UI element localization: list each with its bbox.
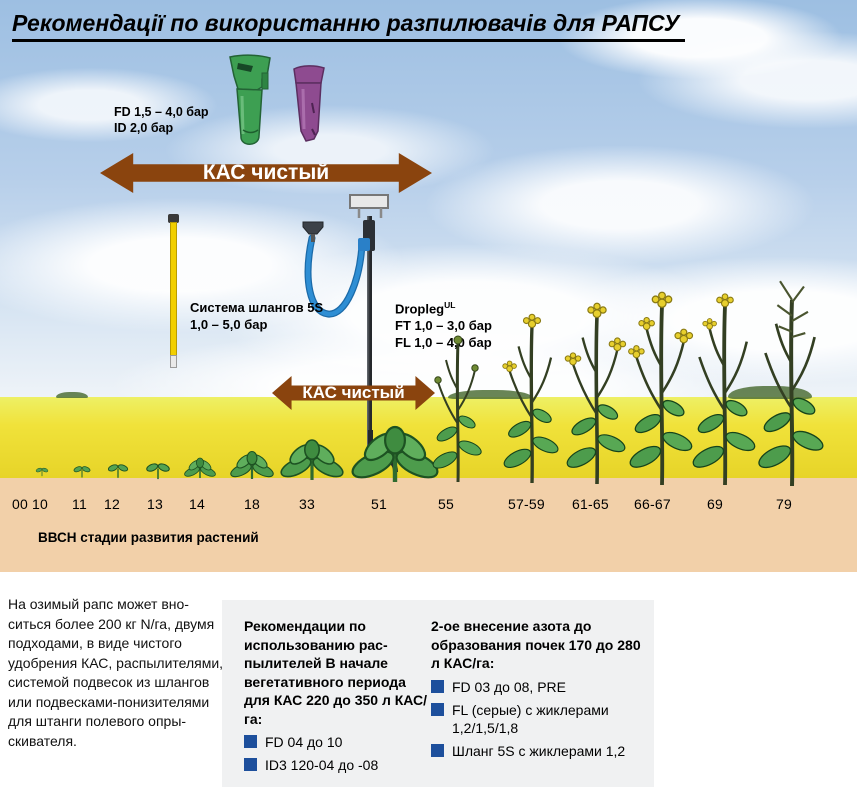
list-item: Шланг 5S с жиклерами 1,2	[431, 742, 647, 760]
hose-tube	[170, 222, 177, 356]
hose-system-pressure: 1,0 – 5,0 бар	[190, 317, 268, 332]
page-title: Рекомендації по використанню разпилювачі…	[12, 8, 686, 42]
list-item: FD 04 до 10	[244, 733, 434, 751]
kas-arrow-mid-label: КАС чистый	[302, 383, 405, 402]
bbch-stage: 33	[299, 496, 315, 512]
list-item: ID3 120-04 до -08	[244, 756, 434, 774]
bullet-text: ID3 120-04 до -08	[265, 757, 379, 773]
id-pressure-label: ID 2,0 бар	[114, 121, 174, 135]
bullet-text: FD 03 до 08, PRE	[452, 678, 566, 695]
dropleg-frame	[349, 194, 389, 218]
second-application-column: 2-ое внесение азота до образования почек…	[431, 617, 647, 760]
treeline	[448, 390, 532, 399]
purple-nozzle-image	[293, 65, 325, 142]
hose-system-label: Система шлангов 5S 1,0 – 5,0 бар	[190, 299, 323, 333]
bbch-stage: 57-59	[508, 496, 545, 512]
hose-system-name: Система шлангов 5S	[190, 300, 324, 315]
bbch-stage: 61-65	[572, 496, 609, 512]
dropleg-label: DroplegUL FT 1,0 – 3,0 бар FL 1,0 – 4,0 …	[395, 297, 492, 351]
bbch-stage: 14	[189, 496, 205, 512]
dropleg-pole	[367, 216, 372, 460]
rapeseed-field	[0, 397, 857, 478]
bbch-stage: 13	[147, 496, 163, 512]
bbch-stage: 11	[72, 496, 87, 512]
green-nozzle-image	[229, 54, 271, 145]
bbch-stage: 79	[776, 496, 792, 512]
nozzle-pressure-labels: FD 1,5 – 4,0 бар ID 2,0 бар	[114, 104, 209, 136]
bbch-stage: 10	[32, 496, 48, 512]
list-item: FD 03 до 08, PRE	[431, 678, 647, 696]
bullet-text: FD 04 до 10	[265, 734, 343, 750]
bbch-stage: 00	[12, 496, 28, 512]
treeline	[56, 392, 88, 398]
list-item: FL (серые) с жиклерами 1,2/1,5/1,8	[431, 701, 647, 737]
recommendations-panel: Рекомендации по использованию рас-пылите…	[222, 600, 654, 787]
bbch-stage: 66-67	[634, 496, 671, 512]
square-bullet-icon	[244, 758, 257, 771]
bbch-caption: ВВСН стадии развития растений	[38, 530, 259, 545]
dropleg-name: Dropleg	[395, 301, 445, 317]
dropleg-sup: UL	[444, 300, 456, 310]
square-bullet-icon	[244, 735, 257, 748]
square-bullet-icon	[431, 743, 444, 757]
second-application-heading: 2-ое внесение азота до образования почек…	[431, 618, 641, 671]
hose-nozzle-icon	[302, 221, 324, 242]
square-bullet-icon	[431, 679, 444, 693]
dropleg-fl-pressure: FL 1,0 – 4,0 бар	[395, 335, 492, 351]
bullet-text: FL (серые) с жиклерами 1,2/1,5/1,8	[452, 701, 609, 736]
early-period-heading: Рекомендации по использованию рас-пылите…	[244, 618, 428, 727]
hose-tube-tip	[170, 355, 177, 368]
intro-paragraph: На озимый рапс может вно-ситься более 20…	[8, 596, 224, 749]
field-photo	[0, 0, 857, 572]
hose-tube-cap	[168, 214, 179, 223]
dropleg-hose-fitting	[358, 238, 370, 251]
dropleg-ft-pressure: FT 1,0 – 3,0 бар	[395, 318, 492, 334]
bbch-stage: 12	[104, 496, 120, 512]
kas-arrow-top-label: КАС чистый	[202, 161, 330, 184]
soil-band	[0, 478, 857, 572]
bullet-text: Шланг 5S с жиклерами 1,2	[452, 742, 626, 759]
bbch-stage: 51	[371, 496, 387, 512]
bbch-stage: 69	[707, 496, 723, 512]
early-period-column: Рекомендации по использованию рас-пылите…	[244, 617, 434, 774]
treeline	[728, 386, 812, 399]
square-bullet-icon	[431, 702, 444, 716]
fd-pressure-label: FD 1,5 – 4,0 бар	[114, 105, 209, 119]
bbch-stage: 18	[244, 496, 260, 512]
dropleg-hose	[304, 234, 366, 318]
bbch-stage: 55	[438, 496, 454, 512]
